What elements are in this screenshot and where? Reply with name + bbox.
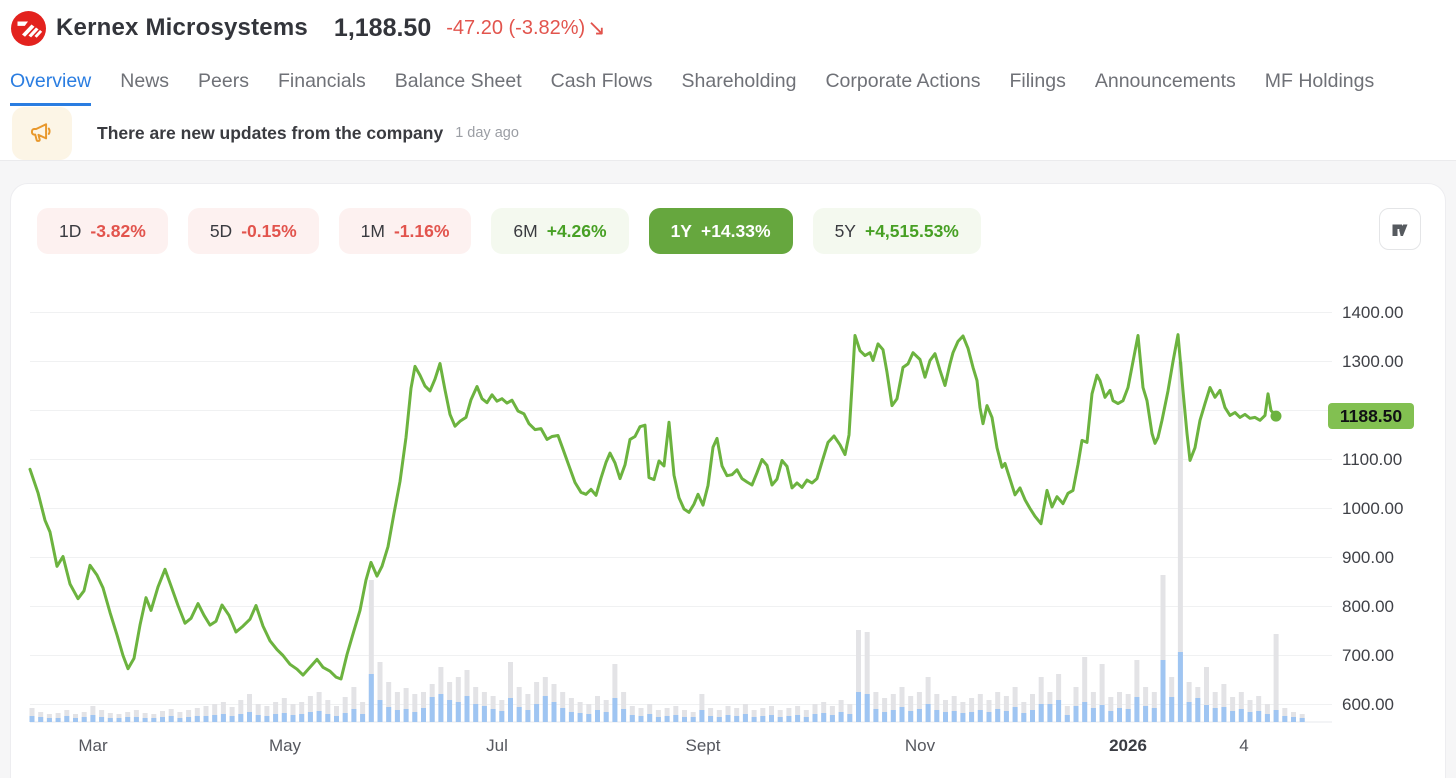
period-selector-row: 1D -3.82% 5D -0.15% 1M -1.16% 6M +4.26% 1Y +14.33… <box>37 208 981 254</box>
current-price: 1,188.50 <box>333 13 432 42</box>
tab-announcements[interactable]: Announcements <box>1094 70 1236 92</box>
period-return-value: +14.33% <box>700 220 771 241</box>
period-button-5y[interactable]: 5Y +4,515.53% <box>812 208 981 254</box>
x-axis-label-mar: Mar <box>78 736 108 755</box>
tab-shareholding[interactable]: Shareholding <box>681 70 797 92</box>
x-axis-label-sept: Sept <box>685 736 721 755</box>
megaphone-icon <box>30 123 51 142</box>
period-label: 1M <box>360 220 385 241</box>
period-label: 5D <box>209 220 233 241</box>
y-axis-label-800: 800.00 <box>1342 596 1394 616</box>
tradingview-button[interactable] <box>1379 208 1421 250</box>
period-button-1m[interactable]: 1M -1.16% <box>338 208 472 254</box>
price-change-value: -47.20 (-3.82%) <box>446 16 586 39</box>
period-label: 1D <box>59 220 82 241</box>
tradingview-icon <box>1392 224 1408 236</box>
period-return-value: +4,515.53% <box>864 220 959 241</box>
period-return-value: -0.15% <box>241 220 297 241</box>
y-axis-label-1400: 1400.00 <box>1342 302 1404 322</box>
period-button-6m[interactable]: 6M +4.26% <box>491 208 629 254</box>
period-label: 6M <box>513 220 538 241</box>
y-axis-label-1300: 1300.00 <box>1342 351 1404 371</box>
y-axis-label-600: 600.00 <box>1342 694 1394 714</box>
tab-peers[interactable]: Peers <box>198 70 249 92</box>
tab-corporate-actions[interactable]: Corporate Actions <box>825 70 981 92</box>
last-price-badge: 1188.50 <box>1328 403 1414 430</box>
x-axis-label-jul: Jul <box>486 736 508 755</box>
banner-timestamp: 1 day ago <box>455 125 519 141</box>
updates-banner[interactable]: There are new updates from the company 1… <box>0 106 1456 161</box>
period-label: 5Y <box>834 220 856 241</box>
down-trend-arrow-icon: ↘ <box>587 15 606 40</box>
kernex-logo-icon <box>11 10 46 46</box>
x-axis-label-may: May <box>268 736 302 755</box>
y-axis-label-1000: 1000.00 <box>1342 498 1404 518</box>
price-change: -47.20 (-3.82%) ↘ <box>446 17 605 40</box>
period-return-value: +4.26% <box>546 220 607 241</box>
y-axis-label-1100: 1100.00 <box>1342 449 1403 469</box>
period-button-1d[interactable]: 1D -3.82% <box>37 208 168 254</box>
banner-message: There are new updates from the company <box>97 122 444 143</box>
x-axis-label-4: 4 <box>1239 736 1249 755</box>
x-axis-label-2026: 2026 <box>1109 736 1147 755</box>
chart-card: 1D -3.82% 5D -0.15% 1M -1.16% 6M +4.26% 1Y +14.33… <box>10 183 1446 778</box>
period-return-value: -3.82% <box>90 220 146 241</box>
tab-news[interactable]: News <box>120 70 170 92</box>
x-axis-label-nov: Nov <box>904 736 936 755</box>
tab-bar: Overview News Peers Financials Balance Sheet… <box>0 58 1456 106</box>
megaphone-icon-box <box>12 106 72 160</box>
company-name: Kernex Microsystems <box>56 14 308 41</box>
tab-balance-sheet[interactable]: Balance Sheet <box>394 70 522 92</box>
company-header: Kernex Microsystems 1,188.50 -47.20 (-3.… <box>0 0 1456 56</box>
tab-overview[interactable]: Overview <box>10 58 92 106</box>
y-axis-label-900: 900.00 <box>1342 547 1394 567</box>
tab-filings[interactable]: Filings <box>1009 70 1066 92</box>
tab-cash-flows[interactable]: Cash Flows <box>550 70 653 92</box>
period-label: 1Y <box>670 220 692 241</box>
period-return-value: -1.16% <box>393 220 450 241</box>
tab-mf-holdings[interactable]: MF Holdings <box>1264 70 1375 92</box>
tab-financials[interactable]: Financials <box>278 70 366 92</box>
period-button-1y[interactable]: 1Y +14.33% <box>648 208 793 254</box>
y-axis-label-700: 700.00 <box>1342 645 1394 665</box>
period-button-5d[interactable]: 5D -0.15% <box>187 208 319 254</box>
